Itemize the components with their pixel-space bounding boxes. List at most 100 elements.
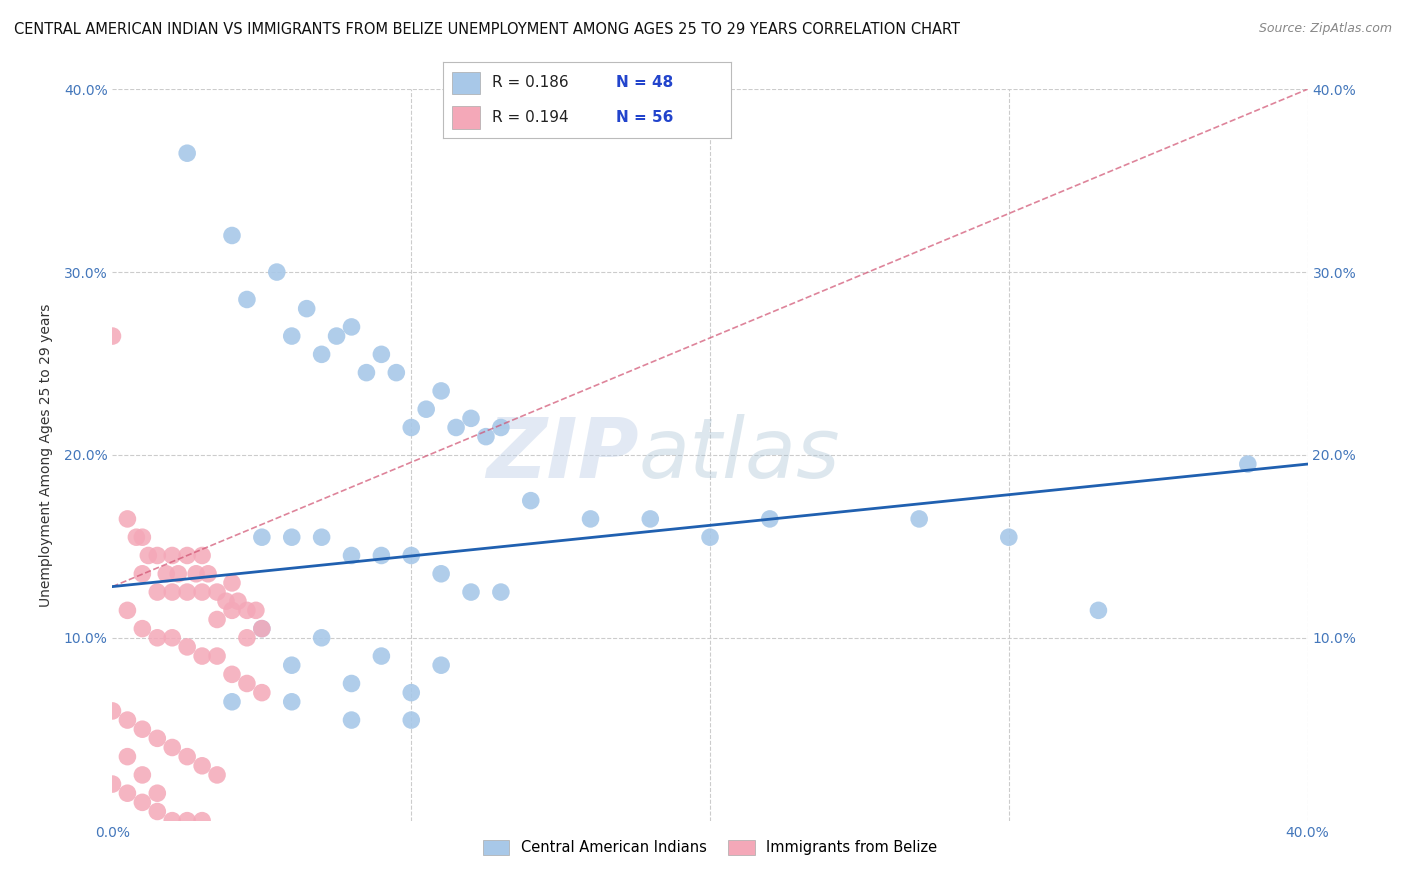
Point xyxy=(162,814,183,828)
Point xyxy=(311,631,333,645)
Point xyxy=(1087,603,1109,617)
Point xyxy=(226,594,249,608)
Point xyxy=(281,695,304,709)
Point xyxy=(340,319,363,334)
Point xyxy=(998,530,1021,544)
Point xyxy=(236,603,259,617)
Point xyxy=(205,613,228,627)
Point xyxy=(117,749,139,764)
Point xyxy=(311,347,333,361)
Point xyxy=(205,768,228,782)
Point xyxy=(401,420,423,434)
Point xyxy=(640,512,662,526)
Point xyxy=(101,704,124,718)
Point xyxy=(191,649,214,664)
Point xyxy=(117,512,139,526)
Point xyxy=(101,329,124,343)
Text: Source: ZipAtlas.com: Source: ZipAtlas.com xyxy=(1258,22,1392,36)
Point xyxy=(430,384,453,398)
Point xyxy=(460,585,482,599)
Point xyxy=(125,530,148,544)
Point xyxy=(236,293,259,307)
Text: ZIP: ZIP xyxy=(485,415,638,495)
Point xyxy=(131,530,153,544)
Point xyxy=(221,228,243,243)
Point xyxy=(489,585,512,599)
Point xyxy=(101,777,124,791)
Point xyxy=(325,329,347,343)
Point xyxy=(221,695,243,709)
Point xyxy=(250,530,273,544)
Point xyxy=(340,713,363,727)
Point xyxy=(430,658,453,673)
Point xyxy=(401,686,423,700)
Text: N = 56: N = 56 xyxy=(616,111,673,125)
Point xyxy=(415,402,437,417)
Point xyxy=(475,430,498,444)
Point xyxy=(131,723,153,737)
Text: R = 0.186: R = 0.186 xyxy=(492,76,568,90)
Point xyxy=(266,265,288,279)
Point xyxy=(221,603,243,617)
Point xyxy=(162,549,183,563)
Point xyxy=(520,493,543,508)
Point xyxy=(295,301,318,316)
Point xyxy=(162,740,183,755)
Y-axis label: Unemployment Among Ages 25 to 29 years: Unemployment Among Ages 25 to 29 years xyxy=(38,303,52,607)
Point xyxy=(401,549,423,563)
Point xyxy=(236,631,259,645)
Point xyxy=(221,667,243,681)
Point xyxy=(146,786,169,800)
Point xyxy=(221,576,243,591)
Legend: Central American Indians, Immigrants from Belize: Central American Indians, Immigrants fro… xyxy=(477,834,943,861)
Point xyxy=(197,566,219,581)
Point xyxy=(205,585,228,599)
Point xyxy=(340,676,363,690)
Point xyxy=(236,676,259,690)
Point xyxy=(162,585,183,599)
Point xyxy=(117,713,139,727)
Point xyxy=(1237,457,1260,471)
Point xyxy=(167,566,190,581)
Point xyxy=(205,649,228,664)
Point xyxy=(460,411,482,425)
Point xyxy=(138,549,160,563)
Point xyxy=(191,585,214,599)
Point xyxy=(489,420,512,434)
Point xyxy=(146,585,169,599)
Point xyxy=(191,758,214,772)
Point xyxy=(131,768,153,782)
Point xyxy=(908,512,931,526)
Point xyxy=(340,549,363,563)
Point xyxy=(215,594,238,608)
Point xyxy=(176,749,198,764)
Point xyxy=(146,631,169,645)
Point xyxy=(191,814,214,828)
Text: CENTRAL AMERICAN INDIAN VS IMMIGRANTS FROM BELIZE UNEMPLOYMENT AMONG AGES 25 TO : CENTRAL AMERICAN INDIAN VS IMMIGRANTS FR… xyxy=(14,22,960,37)
Point xyxy=(245,603,267,617)
Point xyxy=(250,686,273,700)
Point xyxy=(131,566,153,581)
Point xyxy=(699,530,721,544)
Point xyxy=(176,585,198,599)
Point xyxy=(131,622,153,636)
Point xyxy=(250,622,273,636)
Point xyxy=(281,329,304,343)
Point xyxy=(117,603,139,617)
Point xyxy=(176,814,198,828)
Point xyxy=(117,786,139,800)
Point xyxy=(191,549,214,563)
Point xyxy=(162,631,183,645)
Point xyxy=(430,566,453,581)
Point xyxy=(356,366,378,380)
Point xyxy=(579,512,602,526)
Point xyxy=(146,731,169,746)
Point xyxy=(146,805,169,819)
Point xyxy=(176,549,198,563)
Point xyxy=(370,649,392,664)
Point xyxy=(370,347,392,361)
Point xyxy=(131,796,153,810)
Point xyxy=(759,512,782,526)
Point xyxy=(146,549,169,563)
Point xyxy=(281,530,304,544)
